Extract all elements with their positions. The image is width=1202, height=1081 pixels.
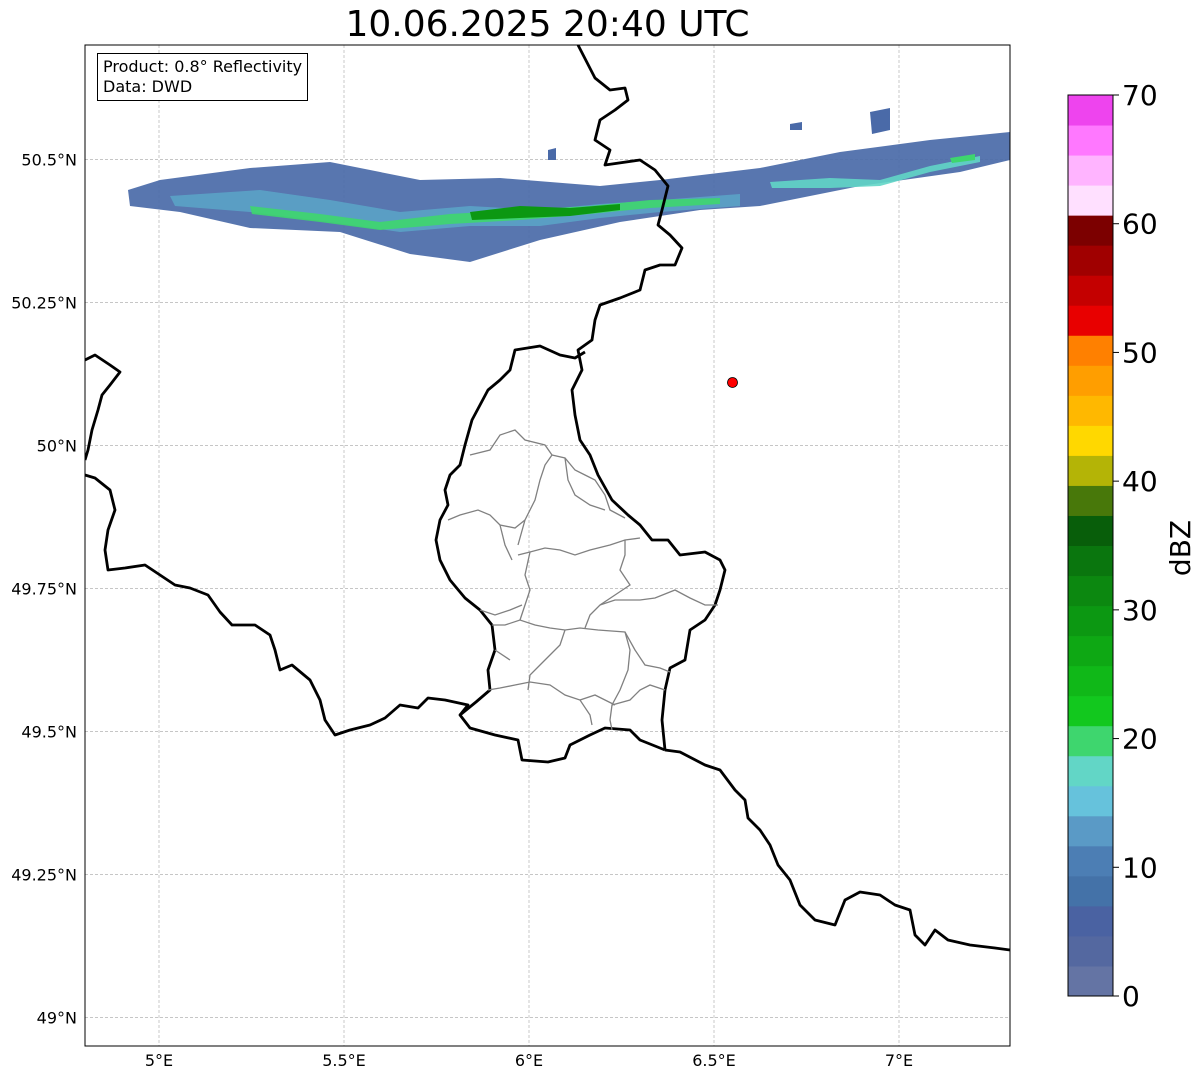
lon-tick-label: 6°E [515, 1051, 543, 1070]
colorbar-segment [1068, 935, 1113, 967]
colorbar-segment [1068, 575, 1113, 607]
data-source-label: Data: DWD [103, 77, 193, 96]
lon-tick-label: 7°E [885, 1051, 913, 1070]
colorbar-tick-label: 50 [1122, 336, 1158, 369]
reflectivity-echo-band [128, 108, 1010, 262]
colorbar-segment [1068, 755, 1113, 787]
colorbar-segment [1068, 125, 1113, 156]
colorbar-segment [1068, 605, 1113, 637]
colorbar-tick-label: 10 [1122, 851, 1158, 884]
colorbar-segment [1068, 365, 1113, 396]
colorbar-tick-label: 20 [1122, 723, 1158, 756]
colorbar-segment [1068, 305, 1113, 336]
lon-tick-label: 5.5°E [322, 1051, 366, 1070]
lat-tick-label: 50.25°N [11, 293, 77, 312]
colorbar-tick-label: 40 [1122, 465, 1158, 498]
product-label: Product: 0.8° Reflectivity [103, 57, 303, 76]
colorbar-segment [1068, 455, 1113, 486]
colorbar-label: dBZ [1164, 520, 1197, 576]
colorbar-segment [1068, 845, 1113, 877]
colorbar-segment [1068, 275, 1113, 306]
colorbar-segment [1068, 155, 1113, 186]
lat-tick-label: 49.5°N [21, 722, 77, 741]
colorbar-tick-label: 70 [1122, 79, 1158, 112]
colorbar-segment [1068, 335, 1113, 366]
colorbar-segment [1068, 785, 1113, 817]
lon-tick-label: 6.5°E [692, 1051, 736, 1070]
colorbar-segment [1068, 695, 1113, 727]
colorbar-segment [1068, 215, 1113, 246]
colorbar-tick-label: 30 [1122, 594, 1158, 627]
longitude-tick-labels: 5°E 5.5°E 6°E 6.5°E 7°E [145, 1051, 913, 1070]
colorbar-segment [1068, 635, 1113, 667]
info-box: Product: 0.8° Reflectivity Data: DWD [97, 53, 309, 101]
lat-tick-label: 49°N [37, 1008, 77, 1027]
colorbar-frame [1067, 94, 1114, 997]
colorbar-segment [1068, 95, 1113, 126]
admin-borders [447, 429, 718, 731]
colorbar-segment [1068, 245, 1113, 276]
colorbar-tick-label: 60 [1122, 208, 1158, 241]
colorbar-segment [1068, 725, 1113, 757]
colorbar-ticks: 0 10 20 30 40 50 60 70 [1113, 79, 1158, 1013]
latitude-tick-labels: 50.5°N 50.25°N 50°N 49.75°N 49.5°N 49.25°N 49°… [11, 150, 77, 1027]
colorbar-segment [1068, 665, 1113, 697]
lat-tick-label: 49.75°N [11, 579, 77, 598]
radar-site-marker [727, 377, 738, 388]
colorbar-segment [1068, 815, 1113, 847]
colorbar [1068, 95, 1113, 997]
colorbar-tick-label: 0 [1122, 980, 1140, 1013]
colorbar-segment [1068, 905, 1113, 937]
colorbar-segment [1068, 965, 1113, 997]
lat-tick-label: 50.5°N [21, 150, 77, 169]
map-title: 10.06.2025 20:40 UTC [345, 4, 750, 45]
colorbar-segment [1068, 875, 1113, 907]
colorbar-segment [1068, 545, 1113, 577]
colorbar-segment [1068, 185, 1113, 216]
colorbar-segment [1068, 485, 1113, 516]
country-borders [85, 45, 1010, 952]
colorbar-segment [1068, 515, 1113, 546]
colorbar-segment [1068, 425, 1113, 456]
lat-tick-label: 50°N [37, 436, 77, 455]
lon-tick-label: 5°E [145, 1051, 173, 1070]
lat-tick-label: 49.25°N [11, 865, 77, 884]
plot-frame [84, 44, 1011, 1047]
colorbar-segment [1068, 395, 1113, 426]
